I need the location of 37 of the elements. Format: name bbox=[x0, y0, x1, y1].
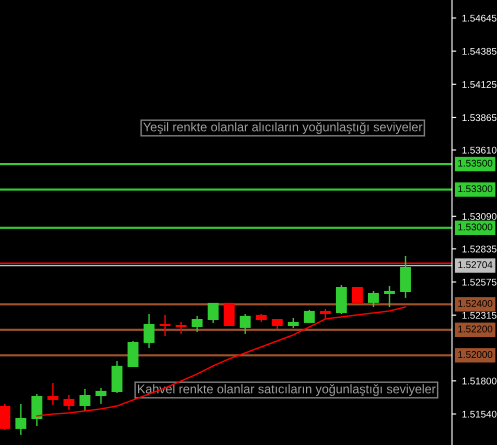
ref-line-label: 1.53000 bbox=[458, 224, 492, 230]
candlestick bbox=[0, 403, 10, 431]
candlestick bbox=[288, 317, 299, 329]
y-tick-label: 1.54125 bbox=[462, 81, 496, 88]
annotation: Yeşil renkte olanlar alıcıların yoğunlaştığı seviyeler bbox=[143, 122, 422, 134]
candlestick bbox=[96, 387, 106, 405]
ref-line-label: 1.52704 bbox=[458, 261, 492, 268]
y-tick-label: 1.53090 bbox=[462, 213, 496, 220]
candlestick bbox=[176, 321, 187, 335]
candlestick bbox=[15, 403, 26, 436]
candlestick bbox=[63, 394, 74, 411]
y-tick-label: 1.54645 bbox=[462, 14, 496, 22]
candlestick bbox=[368, 290, 379, 308]
candlestick bbox=[144, 313, 155, 349]
candlestick bbox=[240, 313, 251, 335]
ref-line-label: 1.53500 bbox=[458, 160, 492, 167]
candlestick bbox=[160, 314, 171, 337]
y-tick-label: 1.54385 bbox=[462, 48, 496, 55]
y-tick-label: 1.51800 bbox=[462, 378, 496, 384]
ref-line-label: 1.52000 bbox=[458, 351, 492, 358]
candlestick bbox=[304, 309, 315, 324]
candlestick bbox=[384, 285, 395, 308]
ref-line-label: 1.52400 bbox=[458, 300, 492, 307]
y-tick-label: 1.53610 bbox=[462, 146, 496, 154]
candlestick bbox=[352, 286, 363, 304]
candlestick bbox=[47, 382, 58, 406]
candlestick bbox=[31, 393, 42, 427]
candlestick bbox=[208, 302, 219, 324]
y-tick-label: 1.53865 bbox=[462, 114, 496, 122]
ref-line-label: 1.52200 bbox=[458, 326, 492, 332]
y-tick-label: 1.52575 bbox=[462, 278, 496, 286]
candlestick bbox=[192, 315, 203, 333]
candlestick bbox=[80, 388, 90, 412]
y-tick-label: 1.52315 bbox=[462, 312, 496, 319]
y-tick-label: 1.51540 bbox=[462, 410, 496, 418]
ref-line-label: 1.53300 bbox=[458, 185, 492, 192]
y-tick-label: 1.52835 bbox=[462, 246, 496, 252]
